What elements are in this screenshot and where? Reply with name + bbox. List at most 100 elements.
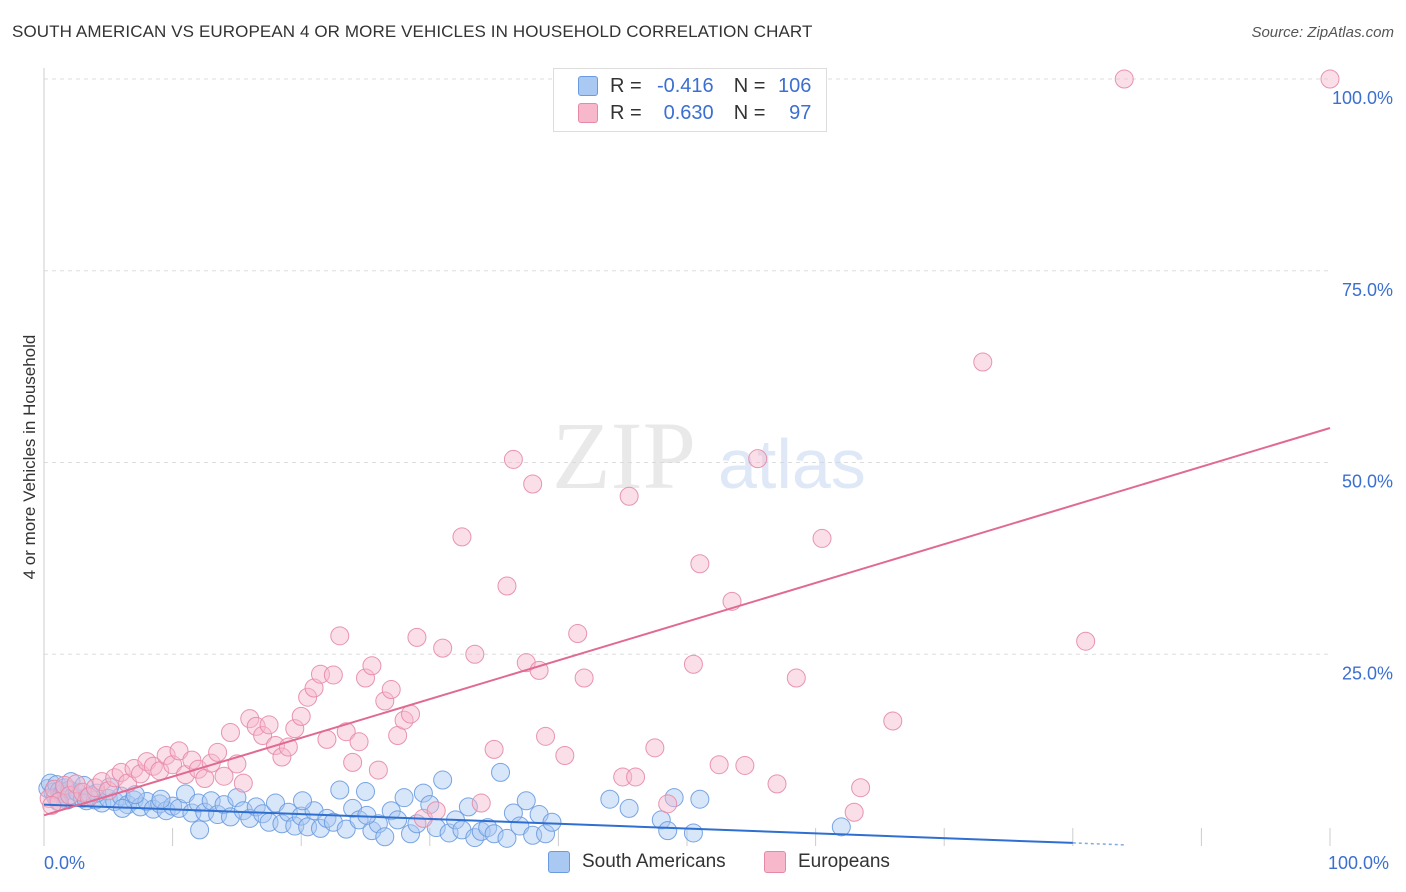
european-point xyxy=(298,687,318,707)
legend-label-europeans: Europeans xyxy=(798,851,890,872)
european-point xyxy=(812,528,832,548)
european-point xyxy=(619,486,639,506)
south-americans-points xyxy=(38,762,851,848)
european-point xyxy=(375,691,395,711)
european-point xyxy=(253,726,273,746)
y-tick-labels: 100.0% 75.0% 50.0% 25.0% xyxy=(1332,88,1393,683)
south-american-point xyxy=(491,762,511,782)
legend-row-europeans: R = 0.630 N = 97 xyxy=(578,100,811,126)
legend-r-label: R = xyxy=(610,74,642,97)
european-point xyxy=(233,773,253,793)
legend-r-value: 0.630 xyxy=(663,101,714,124)
south-american-point xyxy=(683,823,703,843)
south-american-point xyxy=(690,789,710,809)
watermark-atlas: atlas xyxy=(718,425,866,503)
legend-r-value: -0.416 xyxy=(656,74,714,97)
european-point xyxy=(683,654,703,674)
european-point xyxy=(1114,69,1134,89)
european-point xyxy=(626,767,646,787)
european-point xyxy=(1320,69,1340,89)
south-american-point xyxy=(357,805,377,825)
european-point xyxy=(304,678,324,698)
south-american-point xyxy=(175,784,195,804)
european-point xyxy=(690,554,710,574)
south-american-point xyxy=(658,821,678,841)
south-american-point xyxy=(413,783,433,803)
grid-lines xyxy=(44,78,1330,655)
legend-swatch-south-americans xyxy=(578,76,598,96)
south-american-point xyxy=(651,810,671,830)
watermark-zip: ZIP xyxy=(552,402,696,509)
x-tick-label-right: 100.0% xyxy=(1328,853,1390,873)
south-american-point xyxy=(536,824,556,844)
y-tick-label: 25.0% xyxy=(1342,663,1393,683)
south-american-point xyxy=(484,824,504,844)
european-point xyxy=(60,785,80,805)
european-point xyxy=(362,656,382,676)
european-point xyxy=(555,745,575,765)
south-american-point xyxy=(105,792,125,812)
european-point xyxy=(323,665,343,685)
european-point xyxy=(1076,631,1096,651)
european-point xyxy=(973,352,993,372)
european-point xyxy=(169,741,189,761)
europeans-trend-line xyxy=(43,427,1331,817)
south-american-point xyxy=(278,802,298,822)
european-point xyxy=(291,706,311,726)
european-point xyxy=(356,668,375,688)
european-point xyxy=(259,715,279,735)
european-point xyxy=(208,742,228,762)
european-point xyxy=(748,449,768,469)
european-point xyxy=(568,624,588,644)
legend-n-value: 106 xyxy=(778,74,812,97)
european-point xyxy=(735,755,755,775)
legend-n-value: 97 xyxy=(789,101,812,124)
european-point xyxy=(574,668,594,688)
bottom-legend-south-americans[interactable]: South Americans xyxy=(548,851,726,873)
european-point xyxy=(426,801,446,821)
european-point xyxy=(220,722,240,742)
european-point xyxy=(105,768,125,788)
correlation-legend: R = -0.416 N = 106 R = 0.630 N = 97 xyxy=(553,68,827,132)
south-american-point xyxy=(201,791,221,811)
south-american-point xyxy=(330,780,350,800)
european-point xyxy=(343,752,363,772)
european-point xyxy=(465,644,485,664)
european-point xyxy=(767,774,787,794)
europeans-points xyxy=(39,69,1340,828)
european-point xyxy=(786,668,806,688)
south-american-point xyxy=(381,801,401,821)
x-tick-label-left: 0.0% xyxy=(44,853,86,873)
south-american-point xyxy=(497,828,517,848)
south-american-point xyxy=(190,820,210,840)
legend-swatch-south-americans xyxy=(548,851,570,873)
european-point xyxy=(484,739,504,759)
source-label: Source: ZipAtlas.com xyxy=(1251,24,1394,41)
european-point xyxy=(368,760,388,780)
european-point xyxy=(497,576,517,596)
european-point xyxy=(381,680,401,700)
y-tick-label: 100.0% xyxy=(1332,88,1393,108)
european-point xyxy=(645,738,665,758)
south-americans-trend-line xyxy=(43,803,1073,844)
south-american-point xyxy=(375,827,395,847)
south-american-point xyxy=(831,817,851,837)
legend-label-south-americans: South Americans xyxy=(582,851,726,872)
european-point xyxy=(407,627,427,647)
european-point xyxy=(163,755,183,775)
south-american-point xyxy=(356,782,375,802)
european-point xyxy=(285,719,305,739)
south-american-point xyxy=(516,791,536,811)
south-american-point xyxy=(151,789,171,809)
south-american-point xyxy=(265,793,285,813)
european-point xyxy=(92,772,112,792)
european-point xyxy=(851,778,871,798)
south-american-point xyxy=(542,812,562,832)
european-point xyxy=(471,793,491,813)
european-point xyxy=(317,729,337,749)
european-point xyxy=(883,711,903,731)
european-point xyxy=(844,802,864,822)
south-american-point xyxy=(292,791,312,811)
bottom-legend-europeans[interactable]: Europeans xyxy=(764,851,890,873)
european-point xyxy=(709,755,729,775)
